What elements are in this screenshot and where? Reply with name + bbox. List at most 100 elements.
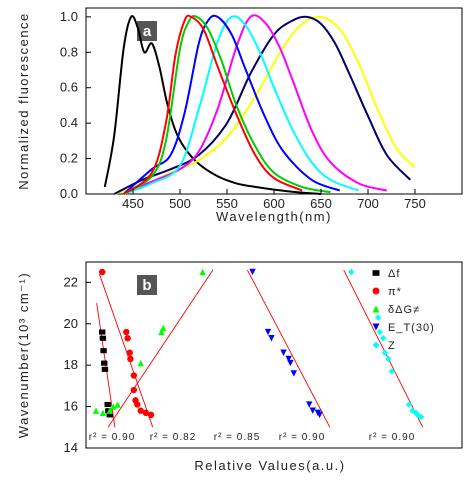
panel-a-y-axis-label: Normalized fluorescence [16,12,31,190]
panel-b-point-3 [249,268,256,276]
panel-b-point-4 [376,328,383,336]
panel-a-x-axis-label: Wavelength(nm) [216,209,332,224]
panel-a-series-group [103,14,416,195]
panel-b-fit-lines [96,269,424,428]
panel-b-point-2 [114,401,121,408]
panel-b-point-1 [124,335,131,342]
panel-b-r2-label: r² = 0.85 [214,432,261,443]
panel-b-legend-label: δΔG≠ [388,304,420,316]
panel-a-y-ticks: 0.0 0.2 0.4 0.6 0.8 1.0 [60,9,91,201]
panel-b-legend-label: π* [388,286,402,298]
panel-b-point-4 [381,349,389,356]
panel-b-y-tick-label: 14 [64,440,78,455]
panel-b-legend-marker [372,270,380,276]
panel-a-tag-box [137,21,157,41]
panel-b-point-4 [380,335,387,342]
panel-b-point-2 [106,407,113,414]
panel-b-point-1 [123,328,130,336]
panel-b-point-0 [99,335,107,341]
panel-b-point-4 [348,268,355,276]
panel-b-point-3 [264,328,272,336]
panel-b-chart: b 14 16 18 20 22 r² = 0.90 r² = 0.82 r² = 0.85… [16,261,463,473]
panel-b-point-2 [199,268,206,276]
panel-a-y-tick-label: 0.2 [60,151,78,166]
panel-b-legend-label: Δf [388,268,400,280]
panel-b-r2-label: r² = 0.90 [279,432,326,443]
panel-b-point-0 [98,329,106,335]
panel-b-point-1 [126,349,133,356]
panel-a-y-tick-label: 0.0 [60,186,78,201]
panel-b-point-3 [306,401,313,408]
panel-b-point-0 [106,412,113,418]
panel-b-point-3 [309,407,316,414]
panel-a-x-tick-label: 750 [404,196,426,211]
panel-b-point-1 [130,372,138,379]
panel-a-series-line-5 [122,14,341,195]
panel-a-series-line-7 [123,14,303,195]
panel-b-fit-line-2 [107,269,214,428]
panel-b-points-group [92,268,425,421]
panel-a-x-tick-label: 450 [122,196,144,211]
panel-b-point-2 [110,403,117,410]
panel-b-point-4 [385,355,392,363]
panel-a-tag: a [143,23,152,40]
panel-b-legend-marker [372,341,380,349]
panel-b-point-4 [405,401,413,408]
panel-a-series-line-6 [123,14,331,195]
panel-b-fit-line-1 [99,273,154,428]
panel-b-point-2 [99,409,107,416]
panel-b-point-2 [159,324,167,332]
panel-b-point-1 [127,355,134,363]
panel-b-point-2 [137,359,144,367]
panel-b-point-2 [158,328,165,336]
panel-b-point-3 [290,370,297,377]
panel-b-point-1 [142,409,150,416]
panel-a-y-tick-label: 0.8 [60,44,78,59]
panel-b-point-0 [100,348,107,354]
panel-b-legend-marker [372,323,380,331]
panel-b-r2-label: r² = 0.90 [89,432,136,443]
panel-a-series-line-1 [113,15,416,195]
panel-a-y-tick-label: 0.4 [60,115,78,130]
panel-b-y-tick-label: 18 [64,357,78,372]
panel-b-point-0 [101,360,108,366]
panel-b-point-4 [374,314,382,321]
panel-b-legend-marker [372,287,380,295]
panel-b-legend-label: E_T(30) [388,322,435,334]
panel-b-y-tick-label: 16 [64,399,78,414]
panel-b-point-2 [92,407,100,414]
panel-b-point-3 [280,349,287,356]
panel-a-x-tick-label: 600 [263,196,285,211]
panel-b-point-3 [268,335,275,342]
panel-a-series-line-0 [103,15,322,195]
panel-b-legend-label: Z [388,340,396,352]
panel-b-fit-line-4 [343,269,424,428]
panel-a-x-ticks: 450 500 550 600 650 700 750 [122,189,426,211]
panel-b-r2-label: r² = 0.82 [150,432,197,443]
panel-b-point-0 [101,366,109,372]
panel-a-x-tick-label: 550 [216,196,238,211]
panel-b-point-3 [316,411,323,419]
panel-b-plot-frame [85,261,463,449]
panel-b-point-1 [137,407,144,414]
panel-a-x-tick-label: 500 [169,196,191,211]
panel-b-point-0 [104,401,111,408]
panel-b-x-axis-label: Relative Values(a.u.) [194,458,345,473]
panel-a-series-line-3 [123,14,388,195]
panel-b-fit-line-3 [246,269,331,428]
panel-b-point-4 [417,413,425,421]
panel-b-legend: Δf π* δΔG≠ E_T(30) Z [372,268,435,352]
panel-b-y-tick-label: 20 [64,316,78,331]
panel-b-r2-labels: r² = 0.90 r² = 0.82 r² = 0.85 r² = 0.90 r² =… [89,432,415,443]
panel-a-x-tick-label: 700 [357,196,379,211]
panel-b-point-1 [98,268,106,276]
panel-b-y-ticks: 14 16 18 20 22 [64,274,91,455]
panel-b-point-3 [287,359,294,367]
panel-b-point-4 [388,368,396,375]
panel-a-y-tick-label: 1.0 [60,9,78,24]
panel-b-y-axis-label: Wavenumber(10³ cm⁻¹) [16,272,31,438]
panel-b-point-1 [147,411,155,419]
panel-a-x-tick-label: 650 [310,196,332,211]
panel-a-series-line-4 [123,15,359,195]
